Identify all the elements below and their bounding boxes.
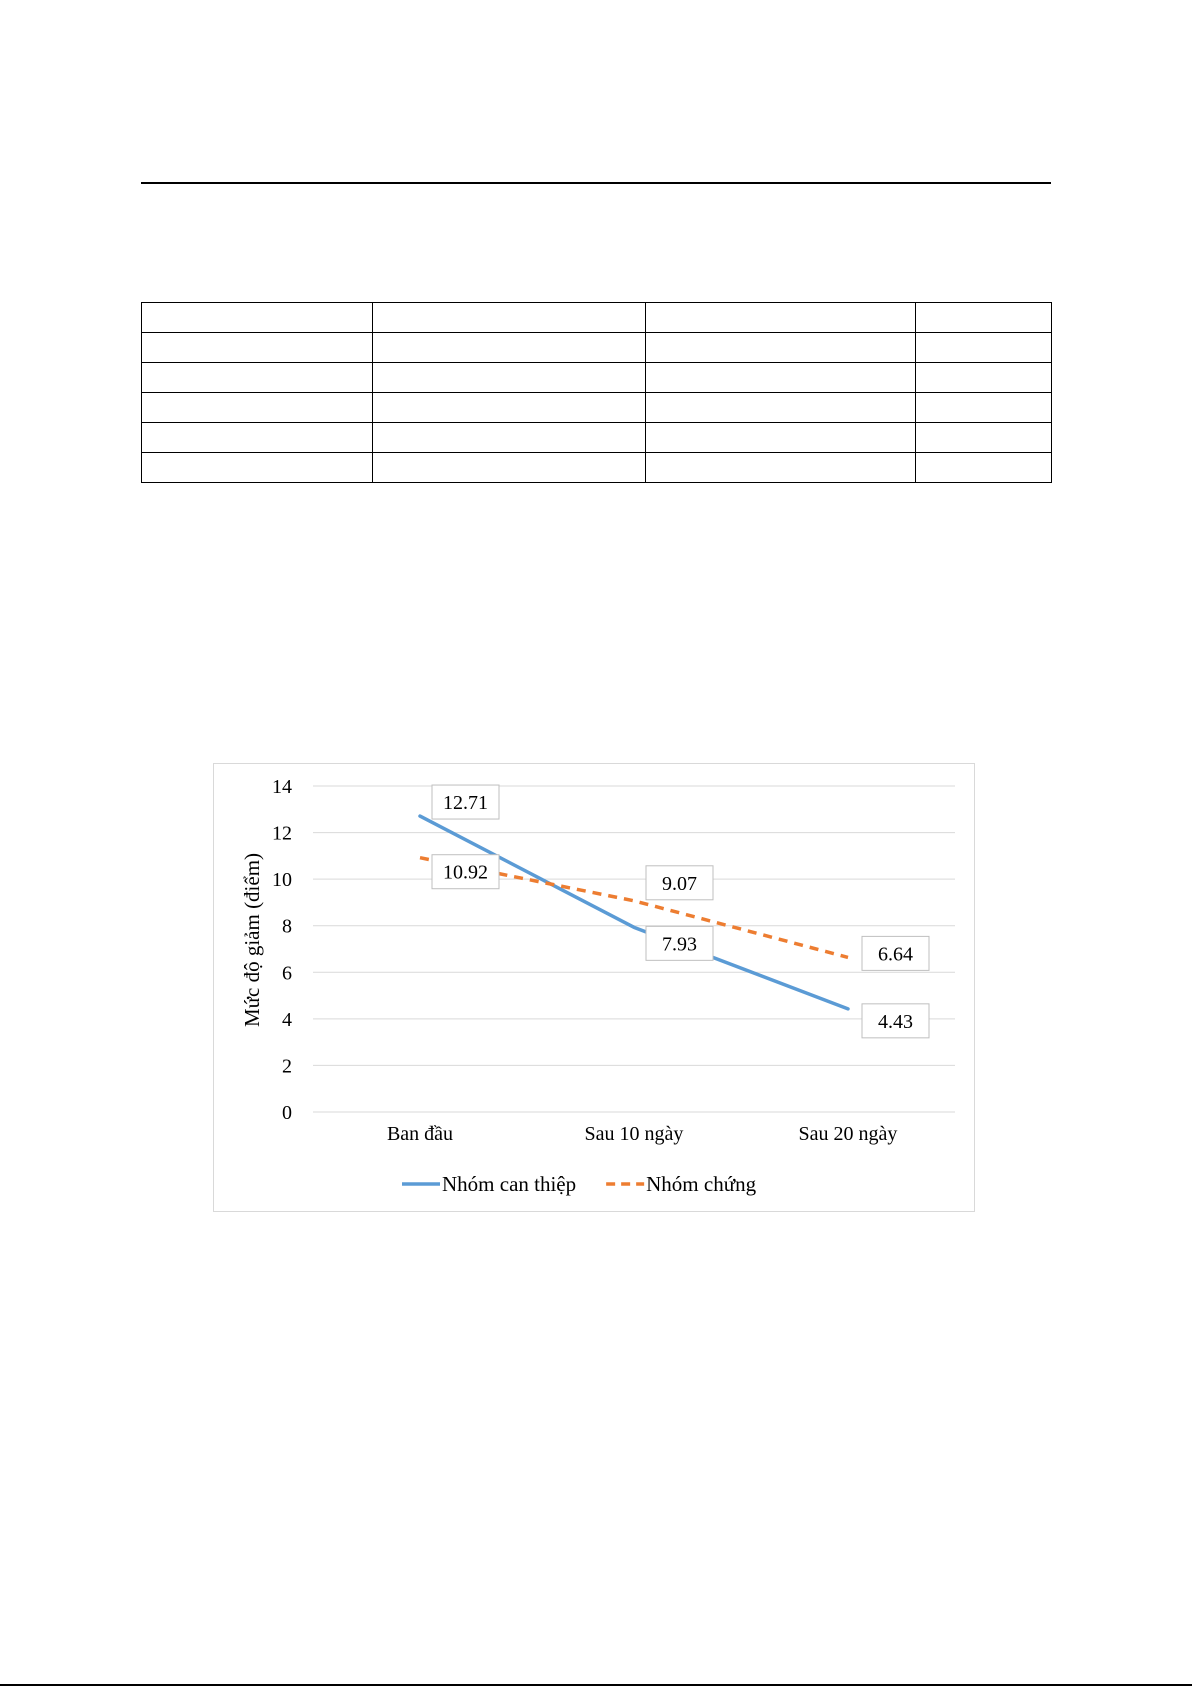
data-labels: 12.71 7.93 4.43 10.92 9.07 6.64 (431, 784, 930, 1039)
table-cell (645, 452, 916, 483)
table-cell (915, 332, 1052, 363)
y-tick-label: 4 (282, 1009, 292, 1031)
y-tick-label: 2 (282, 1055, 292, 1077)
data-label-text: 6.64 (878, 943, 913, 965)
table-row (141, 392, 1052, 423)
data-label-box (431, 784, 500, 820)
gridlines (313, 785, 955, 1113)
empty-data-table (141, 302, 1052, 483)
table-cell (141, 332, 373, 363)
x-tick-label: Ban đầu (387, 1123, 453, 1145)
y-tick-label: 14 (272, 776, 292, 798)
data-label-box (861, 935, 930, 971)
y-tick-label: 12 (272, 823, 292, 845)
x-tick-label: Sau 10 ngày (585, 1123, 684, 1145)
data-label: 4.43 (861, 1003, 930, 1039)
data-label: 9.07 (645, 865, 714, 901)
table-cell (645, 332, 916, 363)
table-cell (141, 392, 373, 423)
table-row (141, 362, 1052, 393)
y-axis-ticks: 0 2 4 6 8 10 12 14 (272, 776, 292, 1124)
y-tick-label: 0 (282, 1102, 292, 1124)
table-row (141, 302, 1052, 333)
y-tick-label: 8 (282, 916, 292, 938)
data-label-text: 12.71 (443, 792, 488, 814)
data-label-box (645, 865, 714, 901)
table-cell (372, 452, 646, 483)
data-label-text: 7.93 (662, 933, 697, 955)
legend: Nhóm can thiệp Nhóm chứng (402, 1172, 757, 1196)
data-label-text: 4.43 (878, 1011, 913, 1033)
table-cell (372, 392, 646, 423)
table-cell (915, 362, 1052, 393)
table-cell (141, 362, 373, 393)
data-label-text: 9.07 (662, 873, 697, 895)
series-lines (418, 814, 850, 1011)
table-body (141, 302, 1052, 483)
table-cell (915, 302, 1052, 333)
legend-label: Nhóm chứng (646, 1172, 756, 1196)
data-label: 6.64 (861, 935, 930, 971)
table-row (141, 452, 1052, 483)
data-label: 12.71 (431, 784, 500, 820)
data-label-box (861, 1003, 930, 1039)
data-label: 10.92 (431, 854, 500, 890)
legend-label: Nhóm can thiệp (442, 1172, 576, 1196)
y-tick-label: 10 (272, 869, 292, 891)
y-tick-label: 6 (282, 962, 292, 984)
x-tick-label: Sau 20 ngày (799, 1123, 898, 1145)
y-axis-label: Mức độ giảm (điểm) (240, 853, 264, 1027)
data-label: 7.93 (645, 925, 714, 961)
data-label-box (431, 854, 500, 890)
table-cell (645, 362, 916, 393)
x-axis-ticks: Ban đầu Sau 10 ngày Sau 20 ngày (387, 1123, 897, 1145)
top-rule (141, 182, 1051, 184)
bottom-rule (0, 1684, 1192, 1686)
data-label-text: 10.92 (443, 862, 488, 884)
chart-frame (213, 763, 975, 1212)
data-label-box (645, 925, 714, 961)
table-cell (915, 452, 1052, 483)
series-line (418, 814, 850, 1011)
